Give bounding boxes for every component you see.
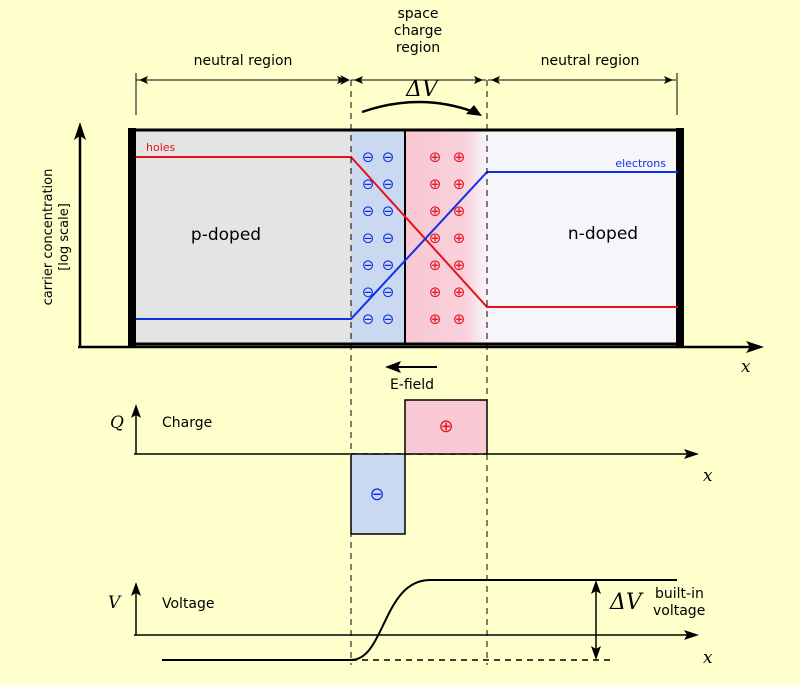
- charge-title: Charge: [162, 415, 212, 431]
- charge-x-arrowhead: [684, 449, 699, 459]
- charge-y-arrowhead: [131, 404, 141, 418]
- negative-ion: ⊖: [362, 283, 375, 301]
- positive-ion: ⊕: [453, 283, 466, 301]
- voltage-curve: [162, 579, 677, 661]
- positive-ion: ⊕: [453, 256, 466, 274]
- space-label-line3: region: [396, 40, 440, 56]
- negative-ion: ⊖: [382, 256, 395, 274]
- dim-arrowhead: [337, 76, 346, 84]
- negative-ion: ⊖: [382, 229, 395, 247]
- positive-ion: ⊕: [453, 175, 466, 193]
- built-in-label-line1: built-in: [655, 586, 704, 602]
- delta-v-curved-arrow: [361, 100, 475, 114]
- delta-v-bottom-label: ΔV: [609, 590, 644, 615]
- y-axis-arrowhead: [74, 122, 86, 140]
- dim-arrowhead: [354, 76, 363, 84]
- positive-ion: ⊕: [453, 148, 466, 166]
- dim-arrowhead: [664, 76, 673, 84]
- p-doped-label: p-doped: [191, 225, 261, 245]
- positive-ions: ⊕ ⊕ ⊕ ⊕ ⊕ ⊕ ⊕ ⊕ ⊕ ⊕ ⊕ ⊕ ⊕ ⊕: [429, 148, 466, 328]
- negative-ion: ⊖: [362, 229, 375, 247]
- x-axis-arrowhead: [746, 341, 764, 353]
- electrons-label: electrons: [615, 157, 666, 170]
- neutral-region-left-label: neutral region: [194, 53, 293, 69]
- built-in-arrowhead-up: [591, 580, 601, 594]
- positive-ion: ⊕: [429, 229, 442, 247]
- space-label-line1: space: [397, 6, 438, 22]
- negative-ion: ⊖: [382, 283, 395, 301]
- n-region: [487, 130, 678, 344]
- dim-arrowhead: [491, 76, 500, 84]
- negative-ion: ⊖: [362, 175, 375, 193]
- built-in-label-line2: voltage: [653, 603, 705, 619]
- neutral-region-right-label: neutral region: [541, 53, 640, 69]
- built-in-arrowhead-down: [591, 646, 601, 660]
- negative-ion: ⊖: [362, 202, 375, 220]
- y-axis-label-line2: [log scale]: [57, 203, 72, 271]
- p-region: [133, 130, 351, 344]
- holes-label: holes: [146, 141, 176, 154]
- x-axis-top-label: x: [741, 357, 751, 377]
- positive-ion: ⊕: [453, 202, 466, 220]
- junction-block: [128, 128, 684, 346]
- delta-v-arrowhead: [466, 105, 482, 116]
- positive-ion: ⊕: [429, 202, 442, 220]
- positive-ion: ⊕: [429, 283, 442, 301]
- left-contact: [128, 128, 136, 346]
- holes-curve: [136, 156, 678, 308]
- negative-ion: ⊖: [362, 148, 375, 166]
- negative-ion: ⊖: [362, 310, 375, 328]
- depletion-negative-region: [351, 130, 405, 344]
- positive-ion: ⊕: [453, 229, 466, 247]
- positive-ion: ⊕: [429, 310, 442, 328]
- voltage-title: Voltage: [162, 596, 215, 612]
- negative-charge-block: [350, 453, 406, 535]
- voltage-x-label: x: [703, 648, 713, 668]
- positive-ion: ⊕: [429, 175, 442, 193]
- voltage-x-arrowhead: [684, 630, 699, 640]
- negative-ion: ⊖: [382, 202, 395, 220]
- right-contact: [676, 128, 684, 346]
- e-field-arrowhead: [385, 361, 401, 373]
- y-axis-top-label: carrier concentration [log scale]: [41, 169, 72, 306]
- positive-charge-symbol: ⊕: [438, 416, 453, 437]
- voltage-axis-label: V: [108, 593, 122, 613]
- negative-charge-symbol: ⊖: [369, 484, 384, 505]
- negative-ion: ⊖: [382, 148, 395, 166]
- delta-v-top-label: ΔV: [405, 77, 440, 102]
- charge-x-label: x: [703, 466, 713, 486]
- voltage-y-arrowhead: [131, 582, 141, 596]
- space-label-line2: charge: [394, 23, 442, 39]
- y-axis-label-line1: carrier concentration: [41, 169, 56, 306]
- negative-ion: ⊖: [382, 310, 395, 328]
- e-field-label: E-field: [390, 377, 434, 393]
- negative-ion: ⊖: [362, 256, 375, 274]
- positive-ion: ⊕: [453, 310, 466, 328]
- electrons-curve: [136, 171, 678, 320]
- dim-arrowhead: [474, 76, 483, 84]
- negative-ions: ⊖ ⊖ ⊖ ⊖ ⊖ ⊖ ⊖ ⊖ ⊖ ⊖ ⊖ ⊖ ⊖ ⊖: [362, 148, 395, 328]
- positive-ion: ⊕: [429, 256, 442, 274]
- positive-ion: ⊕: [429, 148, 442, 166]
- depletion-positive-region: [405, 130, 487, 344]
- dim-arrowhead: [139, 76, 148, 84]
- charge-axis-label: Q: [110, 413, 124, 433]
- space-charge-region-label: space charge region: [394, 6, 442, 56]
- n-doped-label: n-doped: [568, 224, 638, 244]
- negative-ion: ⊖: [382, 175, 395, 193]
- positive-charge-block: [404, 399, 488, 455]
